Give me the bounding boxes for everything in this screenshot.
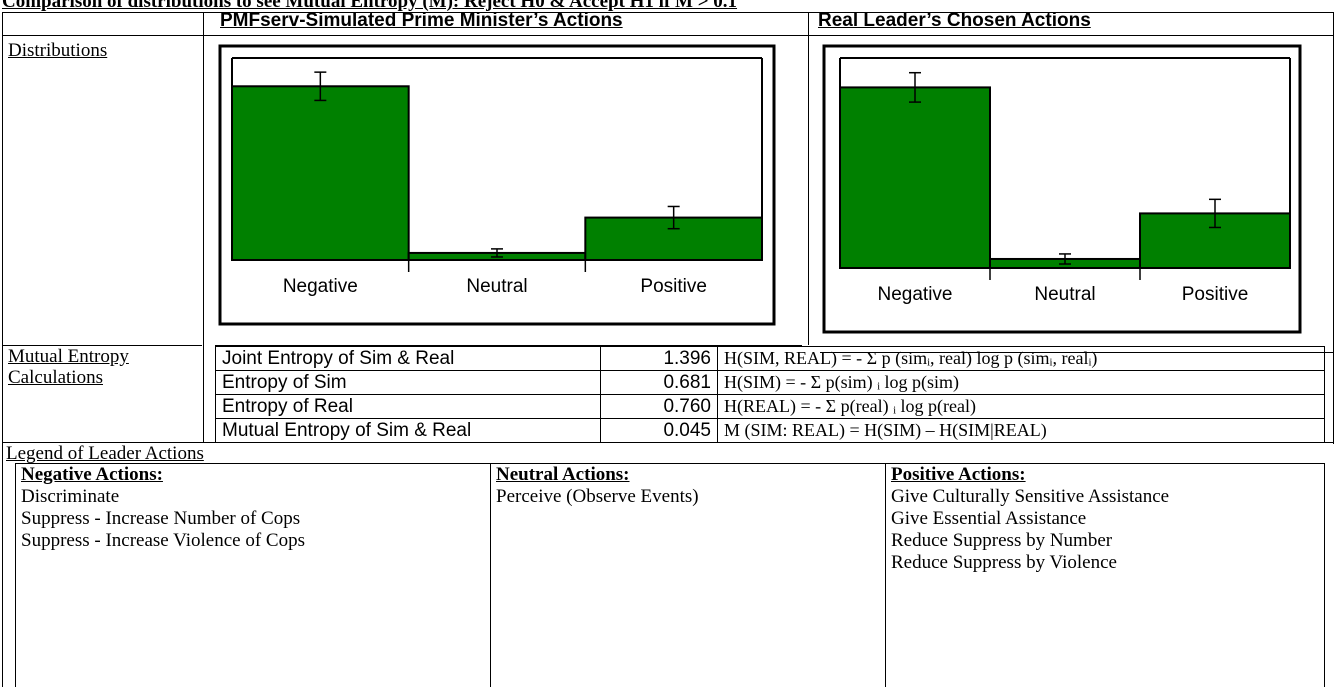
table-cell: M (SIM: REAL) = H(SIM) – H(SIM|REAL): [717, 418, 1325, 443]
chart: Negative Neutral Positive: [218, 44, 776, 326]
column-header: Real Leader’s Chosen Actions: [818, 10, 1091, 31]
x-tick-label: Positive: [640, 276, 707, 297]
legend-item: Give Culturally Sensitive Assistance: [891, 486, 1170, 507]
bar: [231, 85, 410, 261]
table-cell: H(SIM) = - Σ p(sim) ᵢ log p(sim): [717, 370, 1325, 395]
bar: [839, 86, 991, 270]
rule: [203, 12, 204, 442]
x-tick-label: Negative: [878, 284, 953, 305]
legend-item: Perceive (Observe Events): [496, 486, 699, 507]
legend-heading: Neutral Actions:: [496, 464, 630, 485]
rule: [215, 345, 802, 346]
table-cell: 0.681: [600, 370, 718, 395]
legend-item: Discriminate: [21, 486, 120, 507]
rule: [15, 463, 1325, 464]
rule: [808, 12, 809, 345]
table-cell: Entropy of Real: [215, 394, 601, 419]
rule: [820, 352, 1333, 353]
table-cell: Mutual Entropy of Sim & Real: [215, 418, 601, 443]
chart-frame: [822, 44, 1302, 334]
table-cell: 1.396: [600, 346, 718, 371]
table-cell: Entropy of Sim: [215, 370, 601, 395]
rule: [1333, 12, 1334, 444]
legend-item: Suppress - Increase Number of Cops: [21, 508, 301, 529]
page-title: Comparison of distributions to see Mutua…: [2, 0, 738, 12]
legend-heading: Positive Actions:: [891, 464, 1026, 485]
rule: [2, 345, 202, 346]
x-tick-label: Positive: [1182, 284, 1249, 305]
rule: [1324, 463, 1325, 687]
legend-item: Give Essential Assistance: [891, 508, 1087, 529]
table-cell: 0.045: [600, 418, 718, 443]
legend-item: Reduce Suppress by Number: [891, 530, 1113, 551]
column-header: PMFserv-Simulated Prime Minister’s Actio…: [220, 10, 623, 31]
rule: [2, 12, 1334, 13]
chart-frame: [218, 44, 776, 326]
x-tick-label: Neutral: [466, 276, 527, 297]
x-tick-label: Neutral: [1034, 284, 1095, 305]
table-cell: Joint Entropy of Sim & Real: [215, 346, 601, 371]
legend-heading: Negative Actions:: [21, 464, 163, 485]
rule: [15, 463, 16, 687]
legend-item: Suppress - Increase Violence of Cops: [21, 530, 305, 551]
row-label: Mutual Entropy Calculations: [8, 346, 129, 388]
row-label: Distributions: [8, 40, 108, 61]
rule: [2, 12, 3, 687]
table-cell: H(REAL) = - Σ p(real) ᵢ log p(real): [717, 394, 1325, 419]
legend-title: Legend of Leader Actions: [6, 443, 204, 464]
rule: [885, 463, 886, 687]
chart: Negative Neutral Positive: [822, 44, 1302, 334]
table-cell: H(SIM, REAL) = - Σ p (simᵢ, real) log p …: [717, 346, 1325, 371]
rule: [2, 35, 1334, 36]
table-cell: 0.760: [600, 394, 718, 419]
legend-item: Reduce Suppress by Violence: [891, 552, 1117, 573]
x-tick-label: Negative: [283, 276, 358, 297]
rule: [490, 463, 491, 687]
